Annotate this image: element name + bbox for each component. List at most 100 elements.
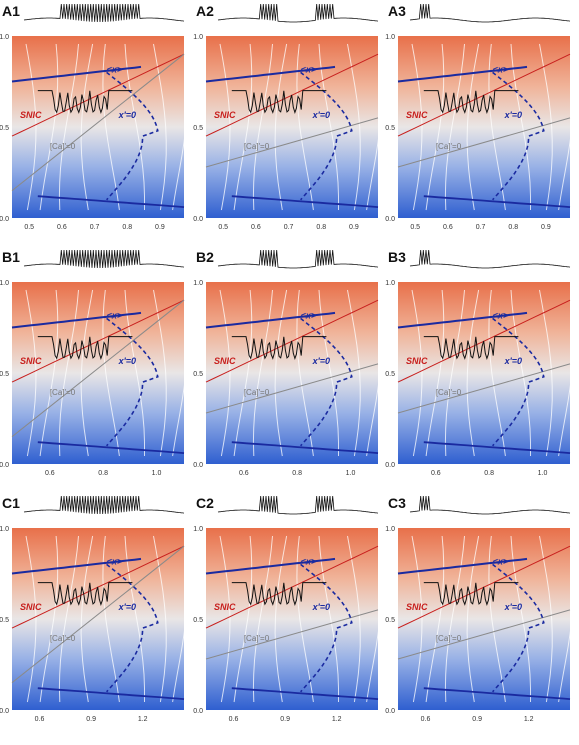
y-tick-label: 1.0	[0, 34, 9, 41]
x-nullcline-lower-branch	[37, 441, 185, 454]
x-nullcline	[492, 563, 545, 693]
streamline	[539, 535, 553, 703]
trajectory	[423, 582, 519, 606]
y-tick-label: 1.0	[385, 34, 395, 41]
y-tick-label: 0.0	[385, 708, 395, 715]
streamline	[172, 535, 189, 703]
streamline	[347, 535, 361, 703]
x-tick-label: 0.9	[472, 716, 482, 723]
streamline	[172, 43, 189, 211]
streamline	[425, 535, 445, 703]
ca-nullcline	[397, 117, 571, 168]
voltage-trace	[409, 495, 571, 515]
streamline	[25, 535, 37, 703]
streamline	[539, 43, 553, 211]
x-nullcline-label: x'=0	[312, 356, 330, 366]
trajectory	[231, 336, 327, 360]
snic-label: SNIC	[406, 110, 428, 120]
streamline	[366, 535, 383, 703]
streamline	[425, 289, 445, 457]
panel-label: A2	[196, 3, 214, 19]
voltage-trace	[23, 495, 185, 515]
x-tick-label: 0.5	[218, 224, 228, 231]
panel-label: C3	[388, 495, 406, 511]
panel-label: C1	[2, 495, 20, 511]
ca-nullcline-label: [Ca]'=0	[50, 388, 76, 397]
x-nullcline-label: x'=0	[504, 602, 522, 612]
panel-label: A3	[388, 3, 406, 19]
x-nullcline	[300, 317, 353, 447]
x-nullcline	[106, 71, 159, 201]
phase-plane-background	[398, 282, 570, 464]
x-tick-label: 0.6	[35, 716, 45, 723]
trajectory	[37, 582, 133, 606]
x-tick-label: 0.7	[284, 224, 294, 231]
streamline	[252, 43, 273, 211]
y-tick-label: 0.0	[193, 216, 203, 223]
streamline	[558, 289, 575, 457]
x-nullcline-label: x'=0	[312, 602, 330, 612]
streamline	[58, 535, 79, 703]
streamline	[124, 43, 145, 210]
x-average-curve	[11, 65, 142, 83]
x-average-curve	[205, 65, 336, 83]
x-tick-label: 0.6	[239, 470, 249, 477]
x-tick-label: 0.7	[90, 224, 100, 231]
streamline	[233, 43, 253, 211]
panel-b2: B2 <x> SNIC x'=0 [Ca]'=0 1.0 0.5 0.0 0.6 0.8 1.0	[193, 249, 383, 477]
x-tick-label: 0.9	[349, 224, 359, 231]
panel-label: B1	[2, 249, 20, 265]
snic-label: SNIC	[214, 356, 236, 366]
streamline	[219, 535, 231, 703]
x-tick-label: 0.8	[292, 470, 302, 477]
x-nullcline	[492, 71, 545, 201]
voltage-trace	[217, 249, 379, 269]
x-tick-label: 0.6	[229, 716, 239, 723]
x-nullcline-lower-branch	[423, 441, 571, 454]
phase-plane-background	[398, 528, 570, 710]
phase-plane-background	[206, 282, 378, 464]
x-nullcline	[106, 563, 159, 693]
x-nullcline	[300, 71, 353, 201]
trajectory	[423, 90, 519, 114]
streamline	[153, 289, 167, 457]
snic-label: SNIC	[214, 110, 236, 120]
panel-c3: C3 <x> SNIC x'=0 [Ca]'=0 1.0 0.5 0.0 0.6 0.9 1.2	[385, 495, 575, 723]
streamline	[80, 289, 94, 457]
y-tick-label: 0.0	[385, 216, 395, 223]
streamline	[58, 43, 79, 211]
ca-nullcline	[397, 609, 571, 660]
x-nullcline-lower-branch	[37, 195, 185, 208]
streamline	[39, 535, 59, 703]
panel-label: A1	[2, 3, 20, 19]
streamline	[39, 289, 59, 457]
x-tick-label: 0.6	[443, 224, 453, 231]
streamline	[219, 289, 231, 457]
ca-nullcline-label: [Ca]'=0	[244, 388, 270, 397]
streamline	[58, 289, 79, 457]
x-nullcline	[106, 317, 159, 447]
phase-plane-background	[12, 36, 184, 218]
y-tick-label: 0.5	[385, 371, 395, 378]
ca-nullcline-label: [Ca]'=0	[244, 142, 270, 151]
streamline	[539, 289, 553, 457]
x-nullcline-label: x'=0	[504, 356, 522, 366]
streamline	[444, 535, 465, 703]
y-tick-label: 1.0	[385, 526, 395, 533]
x-nullcline-lower-branch	[231, 195, 379, 208]
streamline	[411, 535, 423, 703]
x-tick-label: 0.7	[476, 224, 486, 231]
y-tick-label: 1.0	[0, 526, 9, 533]
x-tick-label: 0.9	[541, 224, 551, 231]
panel-b1: B1 <x> SNIC x'=0 [Ca]'=0 1.0 0.5 0.0 0.6 0.8 1.0	[0, 249, 189, 477]
streamline	[39, 43, 59, 211]
streamline	[425, 43, 445, 211]
ca-nullcline-label: [Ca]'=0	[50, 634, 76, 643]
y-tick-label: 0.5	[385, 125, 395, 132]
x-tick-label: 0.6	[251, 224, 261, 231]
x-tick-label: 0.9	[86, 716, 96, 723]
ca-nullcline	[205, 363, 379, 414]
streamline	[274, 289, 288, 457]
streamline	[25, 289, 37, 457]
